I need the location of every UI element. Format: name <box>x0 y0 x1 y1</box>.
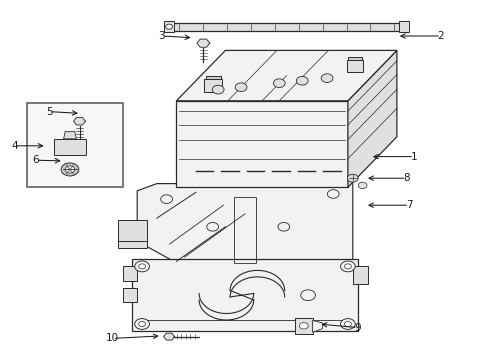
Polygon shape <box>164 21 174 32</box>
Circle shape <box>347 174 358 182</box>
Polygon shape <box>347 60 363 72</box>
Polygon shape <box>197 39 210 47</box>
Circle shape <box>166 24 172 29</box>
Polygon shape <box>348 50 397 187</box>
Polygon shape <box>176 101 348 187</box>
Circle shape <box>341 261 355 272</box>
Circle shape <box>273 79 285 87</box>
Circle shape <box>65 166 75 173</box>
Text: 7: 7 <box>406 200 413 210</box>
Circle shape <box>235 83 247 91</box>
Circle shape <box>135 319 149 329</box>
Circle shape <box>207 222 219 231</box>
Circle shape <box>139 321 146 327</box>
Polygon shape <box>74 117 85 125</box>
Polygon shape <box>176 50 397 101</box>
Circle shape <box>139 264 146 269</box>
Polygon shape <box>204 79 222 92</box>
Circle shape <box>212 85 224 94</box>
Polygon shape <box>118 220 147 241</box>
Text: 2: 2 <box>438 31 444 41</box>
Polygon shape <box>295 318 313 334</box>
Text: 5: 5 <box>46 107 52 117</box>
FancyBboxPatch shape <box>27 103 122 187</box>
Circle shape <box>301 290 316 301</box>
Circle shape <box>341 319 355 329</box>
Text: 9: 9 <box>354 323 361 333</box>
Circle shape <box>327 190 339 198</box>
Circle shape <box>344 321 351 327</box>
Circle shape <box>278 222 290 231</box>
Circle shape <box>161 195 172 203</box>
Polygon shape <box>172 23 402 31</box>
Circle shape <box>61 163 79 176</box>
Polygon shape <box>132 259 358 331</box>
Polygon shape <box>353 266 368 284</box>
Polygon shape <box>348 57 362 60</box>
Polygon shape <box>54 139 86 155</box>
Polygon shape <box>399 21 409 32</box>
Circle shape <box>296 76 308 85</box>
Polygon shape <box>313 320 322 332</box>
Polygon shape <box>118 227 147 248</box>
Text: 8: 8 <box>403 173 410 183</box>
Circle shape <box>135 261 149 272</box>
Polygon shape <box>122 288 137 302</box>
Circle shape <box>344 264 351 269</box>
Polygon shape <box>137 184 353 270</box>
Circle shape <box>358 182 367 189</box>
Circle shape <box>321 74 333 82</box>
Text: 10: 10 <box>106 333 119 343</box>
Text: 1: 1 <box>411 152 417 162</box>
Polygon shape <box>122 266 137 281</box>
Text: 3: 3 <box>158 31 165 41</box>
Text: 6: 6 <box>32 155 39 165</box>
Text: 4: 4 <box>11 141 18 151</box>
Polygon shape <box>164 333 174 340</box>
Polygon shape <box>64 132 76 139</box>
Circle shape <box>299 323 308 329</box>
Polygon shape <box>206 76 220 79</box>
